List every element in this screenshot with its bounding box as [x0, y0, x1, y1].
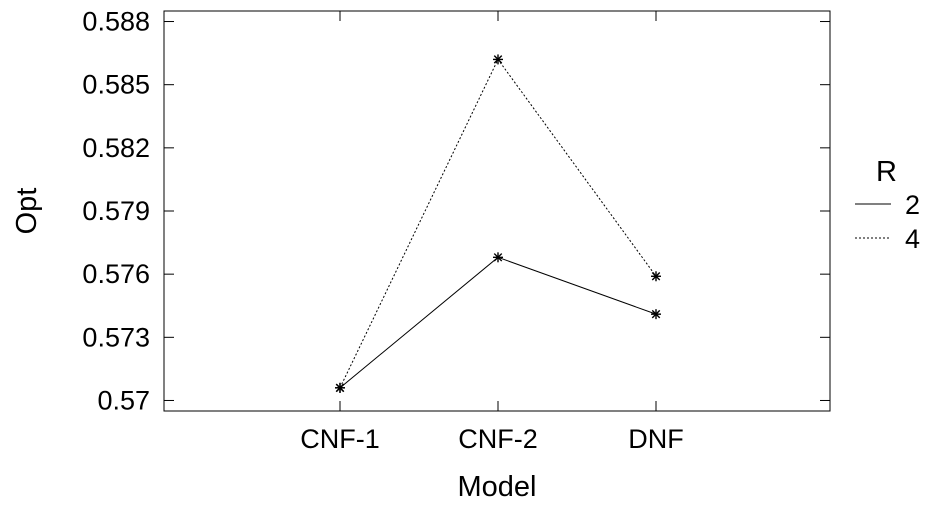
- data-point-marker: [493, 252, 503, 263]
- y-tick-label: 0.573: [82, 322, 150, 352]
- x-tick-label: CNF-1: [300, 424, 380, 454]
- y-axis: 0.57 0.573 0.576 0.579 0.582 0.585 0.588: [82, 7, 830, 415]
- series-layer: [335, 54, 661, 393]
- y-tick-label: 0.588: [82, 7, 150, 37]
- y-tick-label: 0.585: [82, 70, 150, 100]
- y-tick-label: 0.582: [82, 133, 150, 163]
- x-tick-label: CNF-2: [458, 424, 538, 454]
- data-point-marker: [335, 382, 345, 393]
- y-tick-label: 0.579: [82, 196, 150, 226]
- y-axis-title: Opt: [11, 188, 43, 235]
- series-line-4: [339, 58, 657, 389]
- series-line-2: [339, 256, 657, 389]
- legend: R 2 4: [855, 156, 920, 254]
- x-axis-title: Model: [458, 471, 537, 503]
- legend-label: 4: [905, 224, 920, 254]
- legend-title: R: [876, 156, 897, 188]
- y-tick-label: 0.576: [82, 259, 150, 289]
- data-point-marker: [651, 271, 661, 282]
- x-axis: CNF-1 CNF-2 DNF: [300, 11, 684, 454]
- data-point-marker: [651, 309, 661, 320]
- y-tick-label: 0.57: [97, 385, 150, 415]
- data-point-marker: [493, 54, 503, 65]
- legend-label: 2: [905, 190, 920, 220]
- plot-frame: [163, 10, 831, 412]
- x-tick-label: DNF: [628, 424, 684, 454]
